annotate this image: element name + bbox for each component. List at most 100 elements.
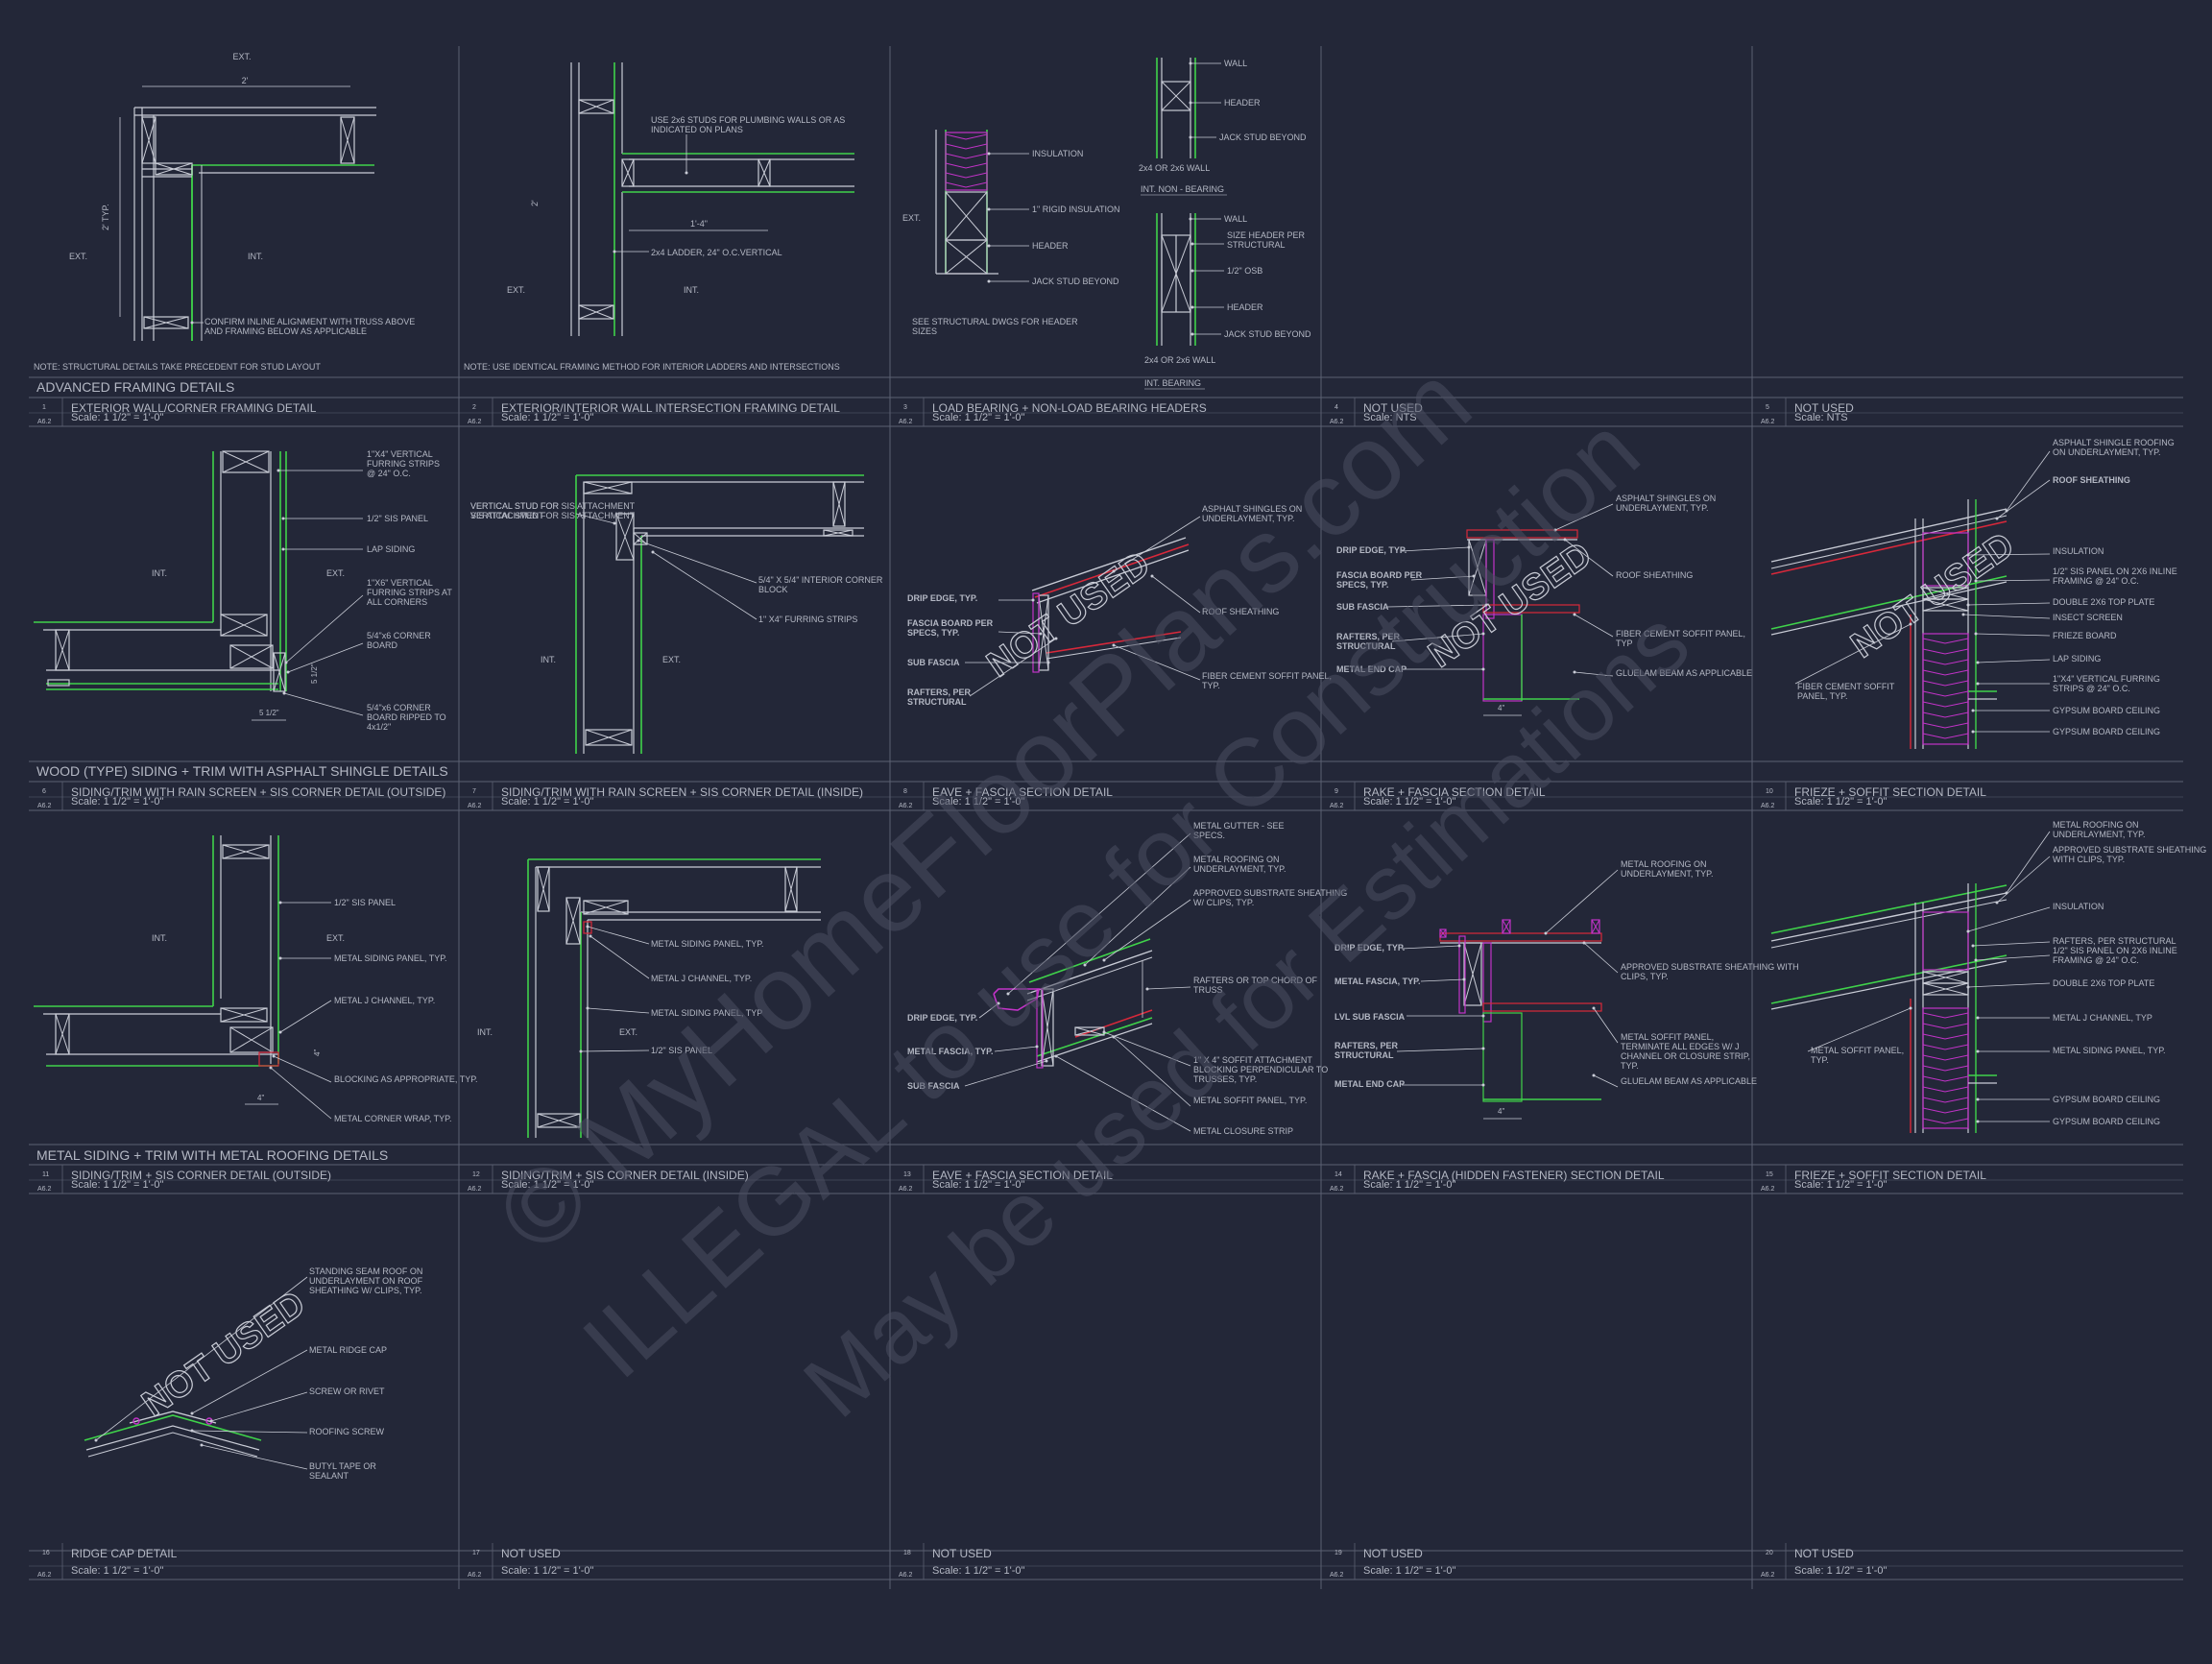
stud bbox=[220, 614, 268, 637]
detail-number: 15 bbox=[1766, 1171, 1773, 1178]
leader-dot bbox=[589, 934, 592, 938]
detail-scale: Scale: 1 1/2" = 1'-0" bbox=[501, 1565, 594, 1577]
stud-cross bbox=[757, 158, 771, 187]
label: INSECT SCREEN bbox=[2053, 613, 2123, 622]
polyline bbox=[1770, 899, 2008, 949]
leader-dot bbox=[1563, 538, 1567, 542]
label: GYPSUM BOARD CEILING bbox=[2053, 727, 2160, 736]
watermark-text: ILLEGAL to use for Construction bbox=[563, 397, 1659, 1399]
label: DRIP EDGE, TYP. bbox=[1334, 943, 1405, 953]
leader-dot bbox=[1966, 985, 1970, 989]
soffit-red bbox=[1482, 1002, 1602, 1012]
insulation-wave bbox=[1922, 1012, 1969, 1019]
label: LAP SIDING bbox=[367, 544, 415, 554]
detail-title: EXTERIOR/INTERIOR WALL INTERSECTION FRAM… bbox=[501, 401, 840, 415]
detail-number: 8 bbox=[903, 788, 907, 795]
label: 1/2" SIS PANEL bbox=[334, 898, 396, 907]
leader-line bbox=[587, 1007, 650, 1014]
stud-cross bbox=[565, 897, 581, 945]
soffit-line bbox=[1046, 631, 1182, 654]
leader-line bbox=[994, 1046, 1038, 1052]
callout: 5/4"x6 CORNER BOARD RIPPED TO 4x1/2" bbox=[367, 703, 446, 732]
callout: 5/4" X 5/4" INTERIOR CORNER BLOCK bbox=[758, 575, 883, 594]
label: ROOF SHEATHING bbox=[1202, 607, 1279, 616]
leader-dot bbox=[1976, 682, 1980, 686]
sheet-ref: A6.2 bbox=[1761, 1186, 1775, 1193]
corner-wrap bbox=[258, 1051, 279, 1067]
sheet-ref: A6.2 bbox=[468, 1186, 482, 1193]
label: METAL CORNER WRAP, TYP. bbox=[334, 1114, 452, 1123]
stud-cross bbox=[143, 316, 189, 329]
callout: 1"X4" VERTICAL FURRING STRIPS @ 24" O.C. bbox=[2053, 674, 2160, 693]
leader-dot bbox=[276, 469, 280, 472]
leader-dot bbox=[1150, 574, 1154, 578]
leader-dot bbox=[1974, 579, 1978, 583]
insulation-wave bbox=[945, 172, 988, 179]
sheet-ref: A6.2 bbox=[37, 803, 52, 809]
leader-line bbox=[652, 551, 757, 620]
leader-dot bbox=[94, 1438, 98, 1442]
stud bbox=[583, 900, 629, 915]
stud bbox=[229, 1026, 274, 1053]
leader-dot bbox=[1112, 643, 1116, 647]
sheet-ref: A6.2 bbox=[37, 1186, 52, 1193]
leader-dot bbox=[1189, 61, 1192, 65]
leader-line bbox=[587, 926, 650, 945]
detail-title: RAKE + FASCIA SECTION DETAIL bbox=[1363, 785, 1546, 799]
callout: METAL GUTTER - SEE SPECS. bbox=[1193, 821, 1285, 840]
roof-line bbox=[1026, 950, 1153, 995]
detail-title: SIDING/TRIM WITH RAIN SCREEN + SIS CORNE… bbox=[501, 785, 863, 799]
leader-line bbox=[1977, 659, 2051, 663]
ext-label: EXT. bbox=[232, 52, 251, 61]
stud-cross bbox=[585, 729, 633, 746]
dimension-text: 5 1/2" bbox=[310, 663, 319, 684]
leader-dot bbox=[1112, 569, 1116, 573]
callout: INT. NON - BEARING bbox=[1141, 184, 1224, 194]
stud bbox=[832, 481, 846, 527]
stud-cross bbox=[141, 116, 156, 164]
sheathing bbox=[87, 1432, 258, 1458]
stud-cross bbox=[832, 481, 846, 527]
label: INSULATION bbox=[2053, 902, 2104, 911]
leader-dot bbox=[685, 171, 688, 175]
leader-dot bbox=[1006, 992, 1010, 996]
beam-outline bbox=[1482, 1012, 1523, 1102]
dimension-text: 5 1/2" bbox=[259, 709, 279, 717]
insulation-wave bbox=[945, 133, 988, 140]
insulation-wave bbox=[1922, 1086, 1969, 1093]
label: METAL CLOSURE STRIP bbox=[1193, 1126, 1293, 1136]
leader-dot bbox=[1046, 661, 1050, 664]
leader-line bbox=[1583, 942, 1619, 974]
ext-label: EXT. bbox=[326, 568, 345, 578]
leader-dot bbox=[1966, 553, 1970, 557]
stud-cross bbox=[229, 644, 274, 669]
wall-insulation bbox=[1922, 633, 1969, 745]
leader-dot bbox=[1190, 305, 1194, 309]
polyline bbox=[1770, 960, 2008, 1010]
leader-line bbox=[1794, 623, 1911, 685]
insulation-wave bbox=[1922, 1065, 1969, 1072]
drip-edge bbox=[1032, 592, 1040, 673]
insulation-wave bbox=[1922, 711, 1969, 718]
label: GYPSUM BOARD CEILING bbox=[2053, 706, 2160, 715]
stud bbox=[229, 644, 274, 669]
polyline bbox=[1770, 581, 2008, 636]
label: ROOF SHEATHING bbox=[2053, 475, 2130, 485]
label: 1/2" SIS PANEL bbox=[367, 514, 428, 523]
label: 1/2" OSB bbox=[1227, 266, 1262, 276]
label: LAP SIDING bbox=[2053, 654, 2101, 663]
leader-line bbox=[201, 1444, 308, 1470]
strip bbox=[823, 529, 854, 537]
detail-scale: Scale: 1 1/2" = 1'-0" bbox=[71, 412, 164, 423]
stud-cross bbox=[537, 1113, 581, 1128]
leader-dot bbox=[1190, 242, 1194, 246]
leader-dot bbox=[1189, 135, 1192, 139]
stud-cross bbox=[578, 304, 614, 320]
label: 1" RIGID INSULATION bbox=[1032, 205, 1120, 214]
shingle bbox=[1770, 520, 2008, 575]
sheet-ref: A6.2 bbox=[899, 419, 913, 425]
metal-fascia bbox=[1036, 988, 1044, 1069]
leader-dot bbox=[613, 250, 616, 253]
strip bbox=[47, 679, 70, 687]
leader-dot bbox=[278, 1030, 282, 1034]
